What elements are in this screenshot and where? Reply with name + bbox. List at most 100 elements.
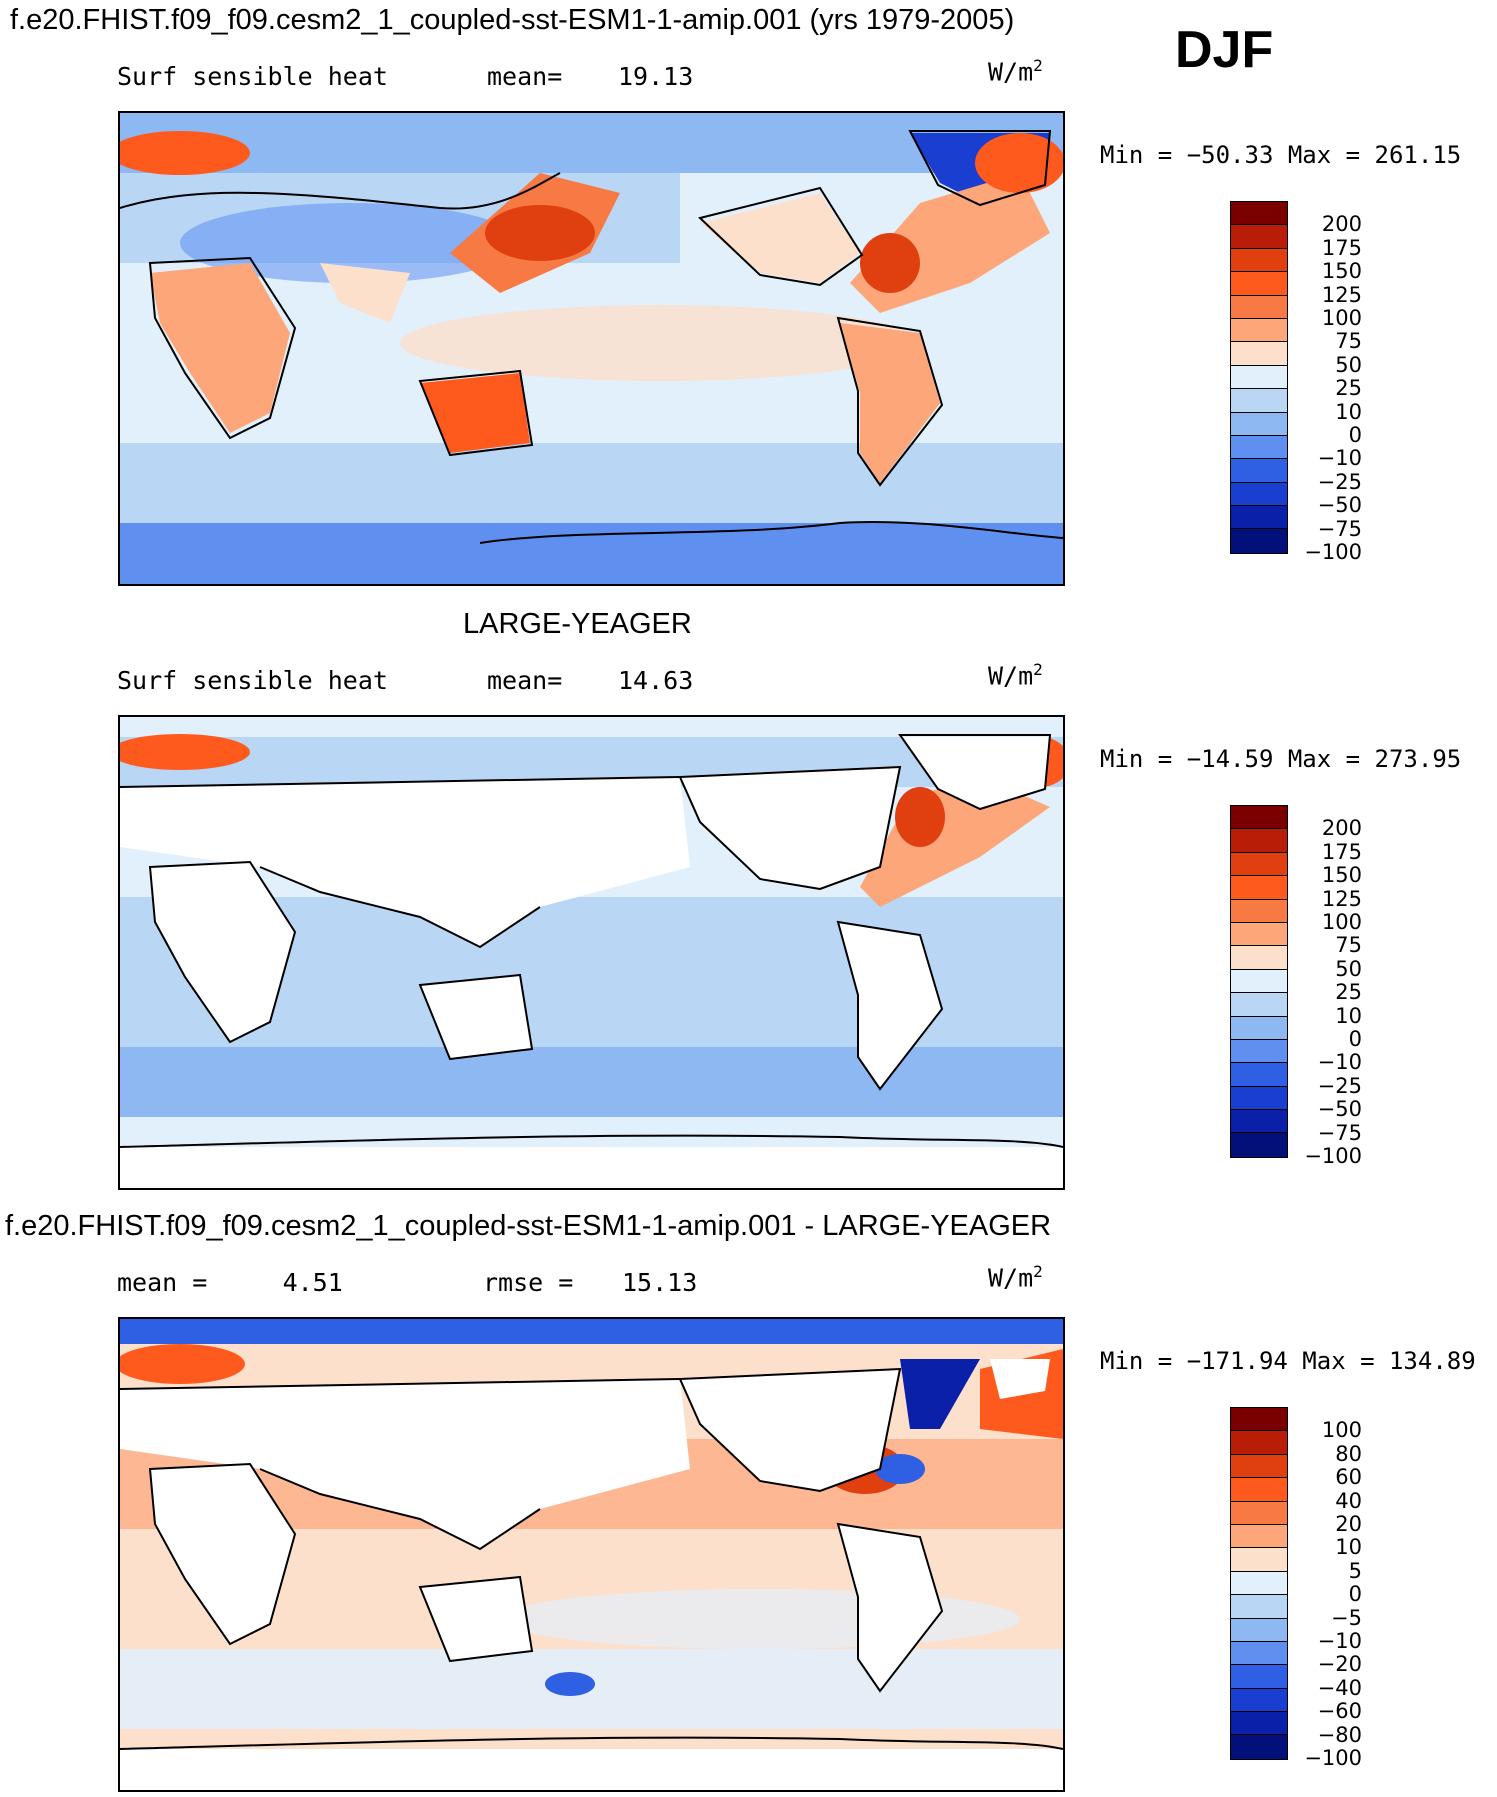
colorbar-segment xyxy=(1231,899,1287,923)
colorbar-segment xyxy=(1231,342,1287,366)
colorbar-segment xyxy=(1231,1431,1287,1455)
colorbar-label: −10 xyxy=(1317,446,1362,471)
panel1-siberia-cold xyxy=(180,203,520,283)
panel1-south-america xyxy=(840,323,940,483)
panel2-barents xyxy=(120,734,250,770)
colorbar-label: 0 xyxy=(1348,1027,1362,1051)
panel1-map-field xyxy=(120,113,1063,584)
colorbar-segment xyxy=(1231,1039,1287,1064)
panel1-norwegian xyxy=(975,133,1063,193)
colorbar-segment xyxy=(1231,1712,1287,1736)
panel1-pacific-warm xyxy=(400,305,920,381)
colorbar-label: 0 xyxy=(1348,423,1362,447)
colorbar-label: 175 xyxy=(1321,235,1362,260)
panel3-coastlines xyxy=(120,1367,1063,1750)
colorbar-segment xyxy=(1231,1110,1287,1134)
panel1-africa xyxy=(150,263,290,433)
colorbar-segment xyxy=(1231,1595,1287,1619)
panel3-units: W/m2 xyxy=(988,1262,1043,1293)
colorbar-label: 175 xyxy=(1321,839,1362,864)
colorbar-segment xyxy=(1231,318,1287,343)
colorbar-segment xyxy=(1231,1478,1287,1502)
colorbar-segment xyxy=(1231,272,1287,296)
colorbar-segment xyxy=(1231,1501,1287,1525)
colorbar-segment xyxy=(1231,1086,1287,1111)
panel3-map-field xyxy=(120,1319,1063,1790)
colorbar-segment xyxy=(1231,295,1287,319)
panel3-gulfstream-cold xyxy=(875,1454,925,1484)
colorbar-segment xyxy=(1231,529,1287,553)
season-label: DJF xyxy=(1175,21,1274,79)
panel1-antarctic-band xyxy=(120,523,1063,584)
colorbar-label: −50 xyxy=(1317,493,1362,518)
panel2-field-label: Surf sensible heat xyxy=(117,666,388,695)
panel3-rmse-label: rmse = xyxy=(483,1268,574,1297)
panel1-southern-band xyxy=(120,443,1063,523)
colorbar-label: −50 xyxy=(1317,1097,1362,1122)
colorbar-label: 150 xyxy=(1321,863,1362,888)
colorbar-segment xyxy=(1231,389,1287,413)
colorbar-label: −25 xyxy=(1317,1073,1362,1098)
panel1-minmax: Min = −50.33 Max = 261.15 xyxy=(1100,141,1462,169)
colorbar-label: −100 xyxy=(1304,540,1362,564)
colorbar-label: 75 xyxy=(1335,933,1362,958)
colorbar-segment xyxy=(1231,1454,1287,1479)
colorbar-label: 25 xyxy=(1335,376,1362,401)
colorbar-label: 100 xyxy=(1321,1418,1362,1443)
colorbar-label: −20 xyxy=(1317,1652,1362,1677)
panel1-mean-value: 19.13 xyxy=(618,62,694,91)
colorbar-segment xyxy=(1231,202,1287,226)
colorbar-segment xyxy=(1231,876,1287,900)
colorbar-label: 20 xyxy=(1335,1512,1362,1536)
panel3-mean: mean = 4.51 xyxy=(117,1268,343,1297)
panel1-coastlines xyxy=(120,130,1063,544)
panel2-minmax: Min = −14.59 Max = 273.95 xyxy=(1100,745,1462,773)
panel2-dataset-title: LARGE-YEAGER xyxy=(463,608,692,640)
colorbar-segment xyxy=(1231,922,1287,947)
panel1-colorbar-box xyxy=(1230,201,1288,554)
colorbar-label: −5 xyxy=(1331,1605,1362,1630)
colorbar-segment xyxy=(1231,225,1287,249)
panel3-minmax: Min = −171.94 Max = 134.89 xyxy=(1100,1347,1476,1375)
colorbar-segment xyxy=(1231,412,1287,436)
colorbar-segment xyxy=(1231,1016,1287,1040)
colorbar-label: 40 xyxy=(1335,1488,1362,1513)
colorbar-label: 200 xyxy=(1321,816,1362,841)
colorbar-segment xyxy=(1231,1571,1287,1596)
colorbar-label: 125 xyxy=(1321,886,1362,911)
panel1-gulfstream-core xyxy=(860,233,920,293)
panel1-field-label: Surf sensible heat xyxy=(117,62,388,91)
colorbar-segment xyxy=(1231,365,1287,390)
panel1-arctic-band xyxy=(120,113,1063,173)
colorbar-segment xyxy=(1231,1618,1287,1642)
colorbar-label: 10 xyxy=(1335,1003,1362,1028)
panel1-mean-label: mean= xyxy=(487,62,563,91)
colorbar-label: 10 xyxy=(1335,399,1362,424)
colorbar-label: 200 xyxy=(1321,212,1362,237)
colorbar-label: 50 xyxy=(1335,956,1362,981)
colorbar-label: −10 xyxy=(1317,1629,1362,1653)
colorbar-label: −75 xyxy=(1317,1120,1362,1145)
panel2-colorbar-box xyxy=(1230,805,1288,1158)
colorbar-segment xyxy=(1231,1524,1287,1549)
colorbar-label: 25 xyxy=(1335,980,1362,1005)
colorbar-segment xyxy=(1231,806,1287,830)
panel3-map xyxy=(118,1317,1065,1792)
panel1-barents xyxy=(120,131,250,175)
colorbar-label: −100 xyxy=(1304,1746,1362,1770)
panel2-mean-label: mean= xyxy=(487,666,563,695)
colorbar-label: 50 xyxy=(1335,352,1362,377)
colorbar-label: −60 xyxy=(1317,1699,1362,1724)
colorbar-segment xyxy=(1231,459,1287,483)
colorbar-segment xyxy=(1231,829,1287,853)
panel1-map xyxy=(118,111,1065,586)
panel3-colorbar: 100 80 60 40 20 10 5 0 −5 −10 −20 −40 −60 −80 −100 xyxy=(1230,1407,1390,1783)
colorbar-label: 5 xyxy=(1348,1558,1362,1583)
colorbar-label: 100 xyxy=(1321,910,1362,934)
colorbar-segment xyxy=(1231,1548,1287,1572)
colorbar-label: 0 xyxy=(1348,1582,1362,1607)
panel3-arctic-cold xyxy=(120,1319,1063,1344)
colorbar-segment xyxy=(1231,1665,1287,1689)
colorbar-segment xyxy=(1231,1688,1287,1713)
colorbar-segment xyxy=(1231,1063,1287,1087)
